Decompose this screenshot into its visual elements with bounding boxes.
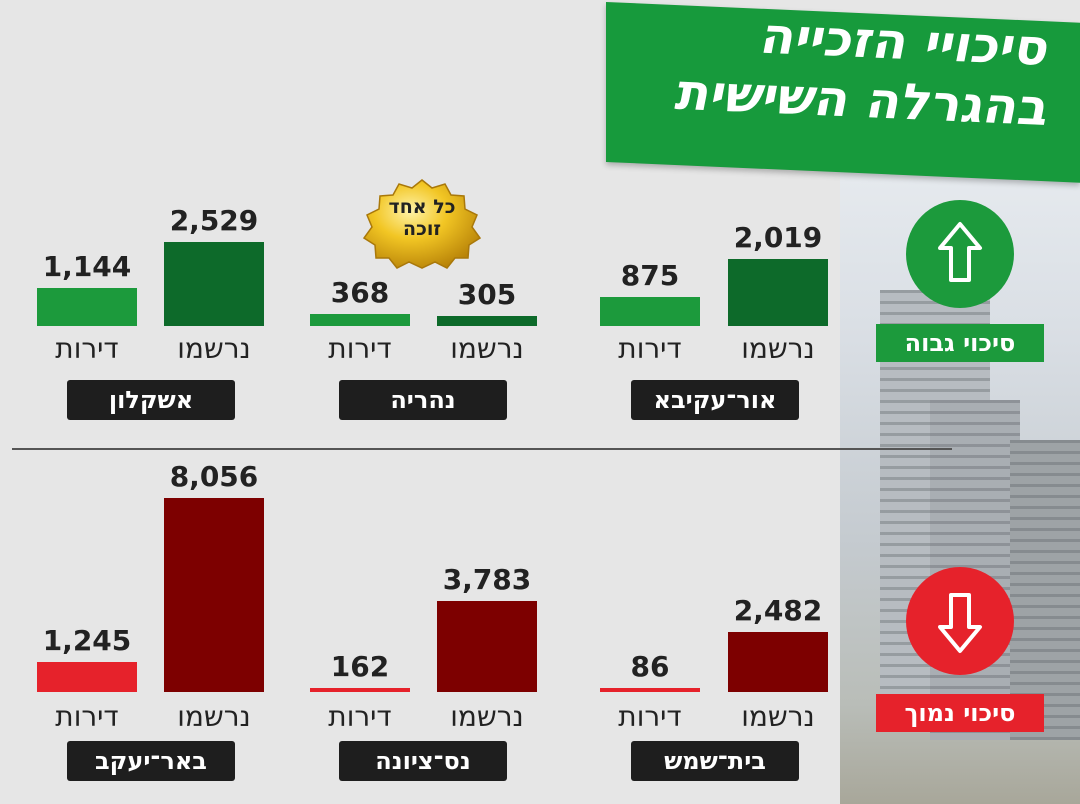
registered-series-label: נרשמו <box>741 700 815 733</box>
apartments-series-label: דירות <box>55 700 119 733</box>
registered-bar <box>164 242 264 326</box>
apartments-series-label: דירות <box>328 700 392 733</box>
apartments-series-label: דירות <box>618 332 682 365</box>
seal-text: כל אחד זוכה <box>356 196 488 240</box>
apartments-bar <box>600 688 700 692</box>
city-label: בית־שמש <box>631 741 799 781</box>
apartments-bar <box>37 288 137 326</box>
city-label: אור־עקיבא <box>631 380 799 420</box>
seal-line-1: כל אחד <box>388 196 456 218</box>
registered-value-label: 2,019 <box>733 221 823 254</box>
registered-bar <box>437 316 537 326</box>
registered-bar <box>437 601 537 692</box>
registered-value-label: 305 <box>457 278 517 311</box>
page-title: סיכויי הזכייה בהגרלה השישית <box>606 0 1046 138</box>
registered-value-label: 2,529 <box>169 204 259 237</box>
apartments-bar <box>37 662 137 692</box>
registered-bar <box>728 632 828 692</box>
apartments-bar <box>600 297 700 326</box>
city-label: באר־יעקב <box>67 741 235 781</box>
apartments-value-label: 86 <box>630 650 670 683</box>
apartments-value-label: 368 <box>330 276 390 309</box>
city-label: נהריה <box>339 380 507 420</box>
registered-bar <box>728 259 828 326</box>
arrow-down-icon <box>906 567 1014 675</box>
apartments-value-label: 1,245 <box>42 624 132 657</box>
apartments-value-label: 875 <box>620 259 680 292</box>
arrow-up-icon <box>906 200 1014 308</box>
registered-series-label: נרשמו <box>177 700 251 733</box>
registered-series-label: נרשמו <box>450 700 524 733</box>
high-chance-badge: סיכוי גבוה <box>876 324 1044 362</box>
city-label: נס־ציונה <box>339 741 507 781</box>
gold-seal-icon <box>362 179 482 269</box>
seal-line-2: זוכה <box>403 218 441 240</box>
registered-bar <box>164 498 264 692</box>
apartments-series-label: דירות <box>328 332 392 365</box>
registered-value-label: 2,482 <box>733 594 823 627</box>
registered-series-label: נרשמו <box>177 332 251 365</box>
apartments-value-label: 162 <box>330 650 390 683</box>
registered-series-label: נרשמו <box>741 332 815 365</box>
apartments-series-label: דירות <box>55 332 119 365</box>
low-chance-badge: סיכוי נמוך <box>876 694 1044 732</box>
city-label: אשקלון <box>67 380 235 420</box>
section-divider <box>12 448 952 450</box>
apartments-bar <box>310 688 410 692</box>
apartments-bar <box>310 314 410 326</box>
apartments-value-label: 1,144 <box>42 250 132 283</box>
registered-value-label: 8,056 <box>169 460 259 493</box>
registered-series-label: נרשמו <box>450 332 524 365</box>
apartments-series-label: דירות <box>618 700 682 733</box>
registered-value-label: 3,783 <box>442 563 532 596</box>
